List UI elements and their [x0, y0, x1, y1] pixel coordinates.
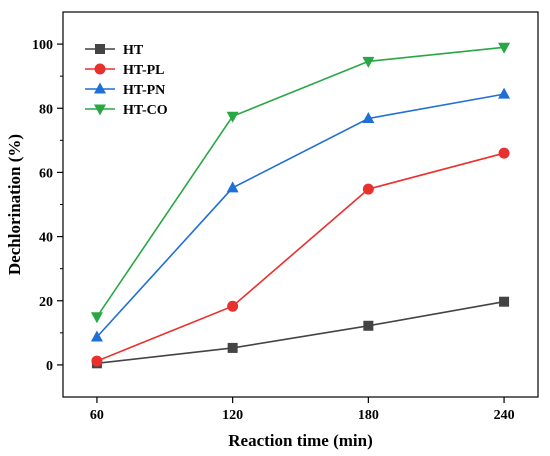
- y-tick-label: 20: [39, 295, 53, 310]
- legend-marker: [94, 63, 106, 75]
- y-axis: 0 20 40 60 80 100: [32, 38, 63, 374]
- x-tick-label: 60: [90, 408, 104, 423]
- data-point: [362, 56, 375, 68]
- series-ht-co: [90, 42, 511, 324]
- data-point: [498, 42, 511, 54]
- data-point: [363, 320, 374, 331]
- data-point: [91, 355, 103, 367]
- data-point: [227, 342, 238, 353]
- data-point: [90, 330, 103, 342]
- x-tick-label: 240: [494, 408, 515, 423]
- data-point: [498, 147, 510, 159]
- legend-label: HT-PN: [123, 83, 165, 98]
- series-ht-pl: [91, 147, 510, 367]
- legend-label: HT-CO: [123, 103, 168, 118]
- legend-marker: [94, 82, 106, 94]
- x-tick-label: 120: [222, 408, 243, 423]
- legend-label: HT-PL: [123, 63, 165, 78]
- data-point: [362, 183, 374, 195]
- legend-marker: [94, 104, 106, 116]
- series-line: [96, 93, 505, 338]
- y-tick-label: 80: [39, 102, 53, 117]
- y-tick-label: 0: [46, 359, 53, 374]
- data-point: [362, 112, 375, 124]
- data-point: [227, 300, 239, 312]
- x-tick-label: 180: [358, 408, 379, 423]
- data-point: [498, 87, 511, 99]
- y-tick-label: 100: [32, 38, 53, 53]
- x-axis-title: Reaction time (min): [228, 431, 372, 450]
- series-group: [90, 42, 511, 369]
- series-line: [96, 152, 505, 362]
- data-point: [226, 111, 239, 123]
- series-ht-pn: [90, 87, 511, 342]
- legend-label: HT: [123, 43, 144, 58]
- series-line: [96, 300, 505, 365]
- legend-marker: [95, 44, 105, 54]
- series-line: [96, 46, 505, 318]
- y-tick-label: 60: [39, 166, 53, 181]
- y-tick-label: 40: [39, 231, 53, 246]
- data-point: [226, 181, 239, 193]
- series-ht: [91, 296, 510, 369]
- data-point: [90, 312, 103, 324]
- y-axis-title: Dechlorination (%): [5, 134, 24, 275]
- legend: HT HT-PL HT-PN HT-CO: [85, 43, 168, 118]
- data-point: [499, 296, 510, 307]
- x-axis: 60 120 180 240: [90, 397, 515, 423]
